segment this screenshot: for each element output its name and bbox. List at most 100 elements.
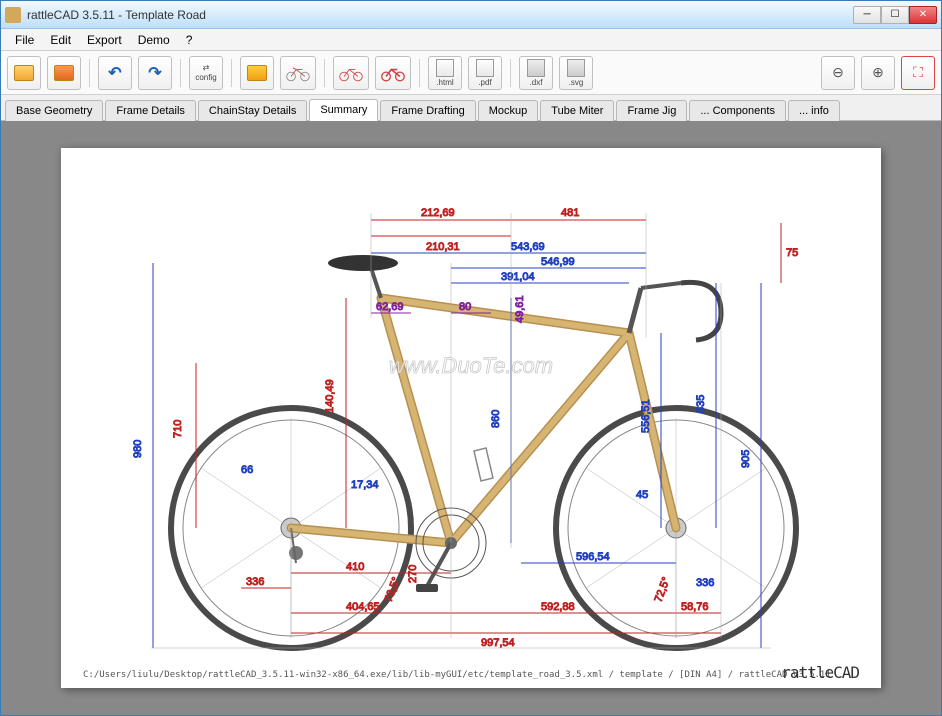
separator (324, 59, 325, 87)
svg-text:905: 905 (740, 450, 752, 468)
html-icon (436, 59, 454, 77)
tab-summary[interactable]: Summary (309, 99, 378, 121)
svg-text:80: 80 (459, 301, 471, 313)
tab-components[interactable]: ... Components (689, 100, 786, 121)
svg-text:140,49: 140,49 (324, 379, 336, 413)
close-button[interactable]: ✕ (909, 6, 937, 24)
window-title: rattleCAD 3.5.11 - Template Road (27, 8, 853, 22)
separator (89, 59, 90, 87)
svg-text:66: 66 (241, 464, 253, 476)
export-dxf-button[interactable]: .dxf (519, 56, 553, 90)
menubar: File Edit Export Demo ? (1, 29, 941, 51)
redo-icon: ↷ (148, 63, 161, 83)
svg-text:49,61: 49,61 (514, 295, 526, 323)
footer-logo: rattleCAD (781, 663, 859, 682)
svg-text:997,54: 997,54 (481, 637, 515, 649)
menu-file[interactable]: File (7, 31, 42, 49)
redo-button[interactable]: ↷ (138, 56, 172, 90)
svg-text:391,04: 391,04 (501, 271, 535, 283)
svg-text:410: 410 (346, 561, 364, 573)
bike-wire-button[interactable] (280, 56, 316, 90)
zoom-fit-icon: ⛶ (913, 64, 923, 81)
zoom-in-button[interactable]: ⊕ (861, 56, 895, 90)
save-button[interactable] (47, 56, 81, 90)
undo-button[interactable]: ↶ (98, 56, 132, 90)
open-button[interactable] (7, 56, 41, 90)
tab-mockup[interactable]: Mockup (478, 100, 539, 121)
menu-export[interactable]: Export (79, 31, 130, 49)
svg-text:592,88: 592,88 (541, 601, 575, 613)
svg-text:710: 710 (172, 420, 184, 438)
svg-text:336: 336 (246, 576, 264, 588)
svg-text:www.DuoTe.com: www.DuoTe.com (389, 353, 553, 378)
render-button[interactable] (240, 56, 274, 90)
bike-wire-icon (285, 64, 311, 82)
svg-text:62,69: 62,69 (376, 301, 404, 313)
svg-text:58,76: 58,76 (681, 601, 709, 613)
folder-icon (14, 65, 34, 81)
svg-icon (567, 59, 585, 77)
tab-frame-details[interactable]: Frame Details (105, 100, 195, 121)
bike-solid-icon (380, 64, 406, 82)
tab-frame-drafting[interactable]: Frame Drafting (380, 100, 475, 121)
svg-text:481: 481 (561, 207, 579, 219)
pdf-icon (476, 59, 494, 77)
zoom-fit-button[interactable]: ⛶ (901, 56, 935, 90)
dxf-icon (527, 59, 545, 77)
app-window: rattleCAD 3.5.11 - Template Road ─ ☐ ✕ F… (0, 0, 942, 716)
svg-text:596,54: 596,54 (576, 551, 610, 563)
toolbar: ↶ ↷ ⇄config .html .pdf .dxf .svg ⊖ ⊕ ⛶ (1, 51, 941, 95)
window-controls: ─ ☐ ✕ (853, 6, 937, 24)
bike-drawing: 212,69 481 210,31 710 140,49 404,65 592,… (81, 168, 861, 668)
svg-text:546,99: 546,99 (541, 256, 575, 268)
export-html-button[interactable]: .html (428, 56, 462, 90)
menu-demo[interactable]: Demo (130, 31, 178, 49)
svg-text:210,31: 210,31 (426, 241, 460, 253)
zoom-out-button[interactable]: ⊖ (821, 56, 855, 90)
footer-path: C:/Users/liulu/Desktop/rattleCAD_3.5.11-… (83, 670, 831, 680)
export-pdf-button[interactable]: .pdf (468, 56, 502, 90)
menu-help[interactable]: ? (178, 31, 201, 49)
bike-outline-button[interactable] (333, 56, 369, 90)
svg-text:543,69: 543,69 (511, 241, 545, 253)
config-button[interactable]: ⇄config (189, 56, 223, 90)
svg-text:404,65: 404,65 (346, 601, 380, 613)
separator (231, 59, 232, 87)
tab-tube-miter[interactable]: Tube Miter (540, 100, 614, 121)
svg-text:980: 980 (132, 440, 144, 458)
svg-text:75: 75 (786, 247, 798, 259)
svg-text:556,51: 556,51 (640, 399, 652, 433)
drawing-page: 212,69 481 210,31 710 140,49 404,65 592,… (61, 148, 881, 688)
canvas-area[interactable]: 212,69 481 210,31 710 140,49 404,65 592,… (1, 121, 941, 715)
menu-edit[interactable]: Edit (42, 31, 79, 49)
undo-icon: ↶ (108, 63, 121, 83)
svg-text:45: 45 (636, 489, 648, 501)
tab-frame-jig[interactable]: Frame Jig (616, 100, 687, 121)
titlebar: rattleCAD 3.5.11 - Template Road ─ ☐ ✕ (1, 1, 941, 29)
svg-text:860: 860 (490, 410, 502, 428)
tab-base-geometry[interactable]: Base Geometry (5, 100, 103, 121)
separator (510, 59, 511, 87)
tab-chainstay-details[interactable]: ChainStay Details (198, 100, 307, 121)
maximize-button[interactable]: ☐ (881, 6, 909, 24)
minimize-button[interactable]: ─ (853, 6, 881, 24)
folder-save-icon (54, 65, 74, 81)
svg-text:212,69: 212,69 (421, 207, 455, 219)
svg-text:17,34: 17,34 (351, 479, 379, 491)
tab-info[interactable]: ... info (788, 100, 840, 121)
render-icon (247, 65, 267, 81)
export-svg-button[interactable]: .svg (559, 56, 593, 90)
svg-text:635: 635 (695, 395, 707, 413)
svg-text:270: 270 (407, 565, 419, 583)
bike-outline-icon (338, 64, 364, 82)
zoom-in-icon: ⊕ (872, 64, 884, 81)
tabbar: Base Geometry Frame Details ChainStay De… (1, 95, 941, 121)
config-icon: ⇄ (203, 63, 210, 72)
separator (180, 59, 181, 87)
app-icon (5, 7, 21, 23)
bike-solid-button[interactable] (375, 56, 411, 90)
separator (419, 59, 420, 87)
svg-text:72,5°: 72,5° (653, 576, 673, 604)
svg-text:336: 336 (696, 577, 714, 589)
zoom-out-icon: ⊖ (832, 64, 844, 81)
